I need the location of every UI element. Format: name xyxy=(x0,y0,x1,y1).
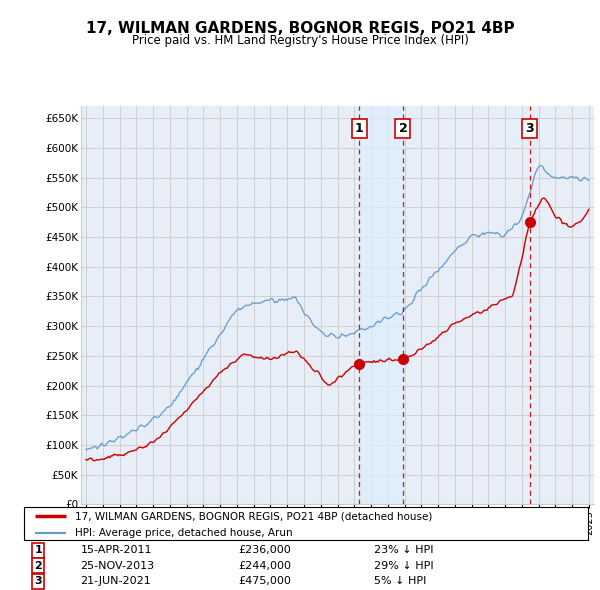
Text: 3: 3 xyxy=(526,122,534,135)
Text: Price paid vs. HM Land Registry's House Price Index (HPI): Price paid vs. HM Land Registry's House … xyxy=(131,34,469,47)
Text: £475,000: £475,000 xyxy=(238,576,291,586)
Text: 29% ↓ HPI: 29% ↓ HPI xyxy=(374,561,433,571)
Text: HPI: Average price, detached house, Arun: HPI: Average price, detached house, Arun xyxy=(75,527,292,537)
Text: 15-APR-2011: 15-APR-2011 xyxy=(80,545,152,555)
Text: 5% ↓ HPI: 5% ↓ HPI xyxy=(374,576,426,586)
Text: 1: 1 xyxy=(34,545,42,555)
Text: £236,000: £236,000 xyxy=(238,545,291,555)
Text: 23% ↓ HPI: 23% ↓ HPI xyxy=(374,545,433,555)
Text: 17, WILMAN GARDENS, BOGNOR REGIS, PO21 4BP: 17, WILMAN GARDENS, BOGNOR REGIS, PO21 4… xyxy=(86,21,514,35)
Text: £244,000: £244,000 xyxy=(238,561,292,571)
Text: 2: 2 xyxy=(34,561,42,571)
Text: 1: 1 xyxy=(355,122,364,135)
Text: 21-JUN-2021: 21-JUN-2021 xyxy=(80,576,151,586)
Text: 25-NOV-2013: 25-NOV-2013 xyxy=(80,561,155,571)
Text: 2: 2 xyxy=(398,122,407,135)
Text: 3: 3 xyxy=(34,576,42,586)
Text: 17, WILMAN GARDENS, BOGNOR REGIS, PO21 4BP (detached house): 17, WILMAN GARDENS, BOGNOR REGIS, PO21 4… xyxy=(75,512,432,522)
Bar xyxy=(359,106,403,504)
